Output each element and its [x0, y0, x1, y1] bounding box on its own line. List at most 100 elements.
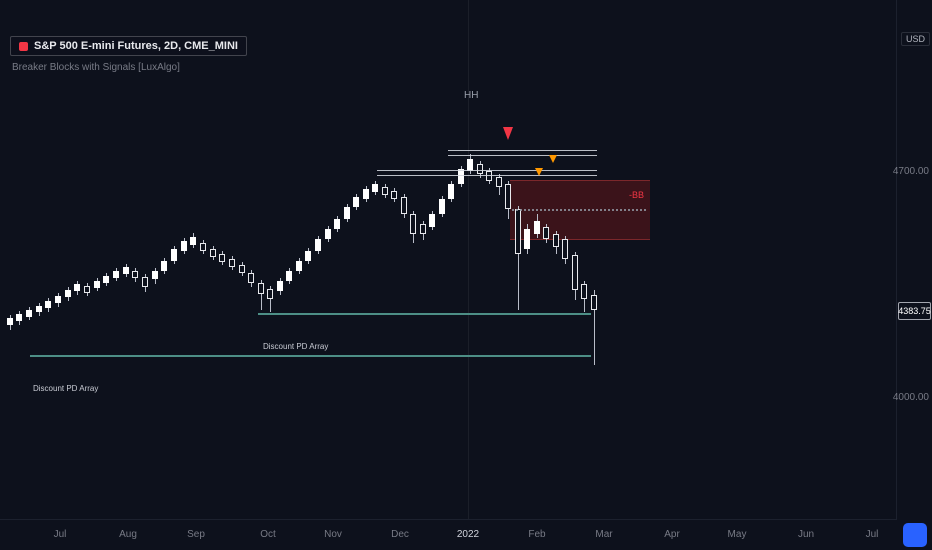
candle-body	[248, 273, 254, 283]
time-axis-label: Feb	[528, 529, 546, 540]
candle-body	[181, 240, 187, 251]
candle-body	[113, 271, 119, 278]
candle-wick	[593, 289, 595, 365]
candle-body	[65, 290, 71, 298]
candle-body	[84, 285, 90, 293]
candle-body	[94, 281, 100, 289]
candle-wick	[260, 280, 262, 310]
candle-body	[382, 186, 388, 196]
annotation-text: -BB	[629, 190, 645, 201]
candle-body	[45, 301, 51, 309]
price-axis-label: 4000.00	[892, 392, 929, 403]
candle-body	[353, 196, 359, 207]
candle-body	[572, 254, 578, 290]
price-axis-label: 4700.00	[892, 166, 929, 177]
candle-body	[553, 233, 559, 248]
candle-body	[36, 305, 42, 313]
year-gridline	[468, 0, 469, 520]
time-axis-label: Aug	[119, 529, 137, 540]
candle-body	[410, 213, 416, 234]
candle-body	[152, 271, 158, 279]
candle-body	[591, 295, 597, 310]
candle-body	[171, 248, 177, 261]
candle-body	[267, 288, 273, 299]
candle-body	[458, 168, 464, 184]
symbol-legend-row[interactable]: S&P 500 E-mini Futures, 2D, CME_MINI	[10, 36, 247, 56]
candle-body	[296, 261, 302, 272]
candle-body	[161, 261, 167, 272]
candle-body	[210, 248, 216, 258]
currency-toggle[interactable]: USD	[901, 32, 931, 46]
candle-body	[315, 239, 321, 251]
candle-body	[524, 229, 530, 249]
candle-body	[229, 258, 235, 268]
indicator-legend-row[interactable]: Breaker Blocks with Signals [LuxAlgo]	[12, 62, 180, 73]
candle-body	[334, 219, 340, 230]
time-axis-label: Apr	[664, 529, 680, 540]
candle-body	[7, 318, 13, 326]
candle-body	[132, 271, 138, 278]
candle-body	[477, 164, 483, 175]
breaker-level-line	[377, 169, 597, 171]
candle-body	[74, 284, 80, 292]
time-axis-label: Jul	[865, 529, 879, 540]
time-axis-label: Jun	[797, 529, 815, 540]
discount-pd-line	[258, 312, 591, 315]
last-price-label: 4383.75	[898, 302, 931, 320]
candle-body	[26, 309, 32, 317]
tradingview-logo-icon[interactable]	[903, 523, 927, 547]
candle-body	[429, 213, 435, 227]
candle-body	[239, 264, 245, 274]
annotation-text: Discount PD Array	[263, 342, 329, 352]
time-axis-label: Sep	[187, 529, 205, 540]
candlestick-plot[interactable]: HH -BB Discount PD Array Discount PD Array	[0, 0, 897, 520]
candle-body	[372, 183, 378, 193]
candle-body	[562, 239, 568, 259]
candle-body	[142, 277, 148, 288]
last-price-value: 4383.75	[898, 306, 931, 316]
candle-body	[448, 183, 454, 200]
candle-body	[439, 199, 445, 214]
candle-body	[258, 282, 264, 295]
candle-body	[534, 220, 540, 234]
axis-corner	[897, 520, 932, 550]
candle-wick	[517, 206, 519, 310]
candle-body	[467, 158, 473, 172]
breaker-dotted-midline	[512, 208, 646, 211]
candle-body	[103, 275, 109, 283]
sell-signal-arrow-icon	[503, 127, 513, 141]
price-axis[interactable]: USD 4383.75 4700.00 4000.00	[892, 0, 932, 520]
time-axis-label: 2022	[456, 529, 480, 540]
candle-body	[200, 243, 206, 251]
candle-body	[219, 254, 225, 262]
candle-body	[505, 183, 511, 210]
signal-triangle-icon	[549, 154, 557, 163]
time-axis-label: Dec	[391, 529, 409, 540]
time-axis-label: May	[727, 529, 747, 540]
candle-body	[420, 223, 426, 234]
signal-triangle-icon	[535, 167, 543, 176]
candle-body	[190, 237, 196, 245]
candle-body	[486, 171, 492, 182]
candle-body	[543, 226, 549, 240]
candle-body	[286, 271, 292, 282]
candle-body	[363, 189, 369, 200]
annotation-text: HH	[464, 90, 479, 102]
chart-legend: S&P 500 E-mini Futures, 2D, CME_MINI Bre…	[10, 36, 247, 73]
candle-body	[123, 267, 129, 275]
breaker-level-line	[448, 154, 597, 156]
discount-pd-line	[30, 354, 591, 357]
time-axis[interactable]: Jul Aug Sep Oct Nov Dec 2022 Feb Mar Apr May Jun Jul	[0, 519, 897, 550]
time-axis-label: Nov	[324, 529, 342, 540]
breaker-level-line	[448, 150, 597, 152]
time-axis-label: Oct	[260, 529, 276, 540]
symbol-logo-icon	[19, 41, 28, 51]
annotation-text: Discount PD Array	[33, 383, 99, 393]
candle-body	[16, 314, 22, 322]
candle-body	[391, 191, 397, 200]
symbol-title: S&P 500 E-mini Futures, 2D, CME_MINI	[34, 40, 238, 52]
candle-body	[305, 250, 311, 261]
time-axis-label: Mar	[595, 529, 613, 540]
candle-body	[55, 295, 61, 303]
